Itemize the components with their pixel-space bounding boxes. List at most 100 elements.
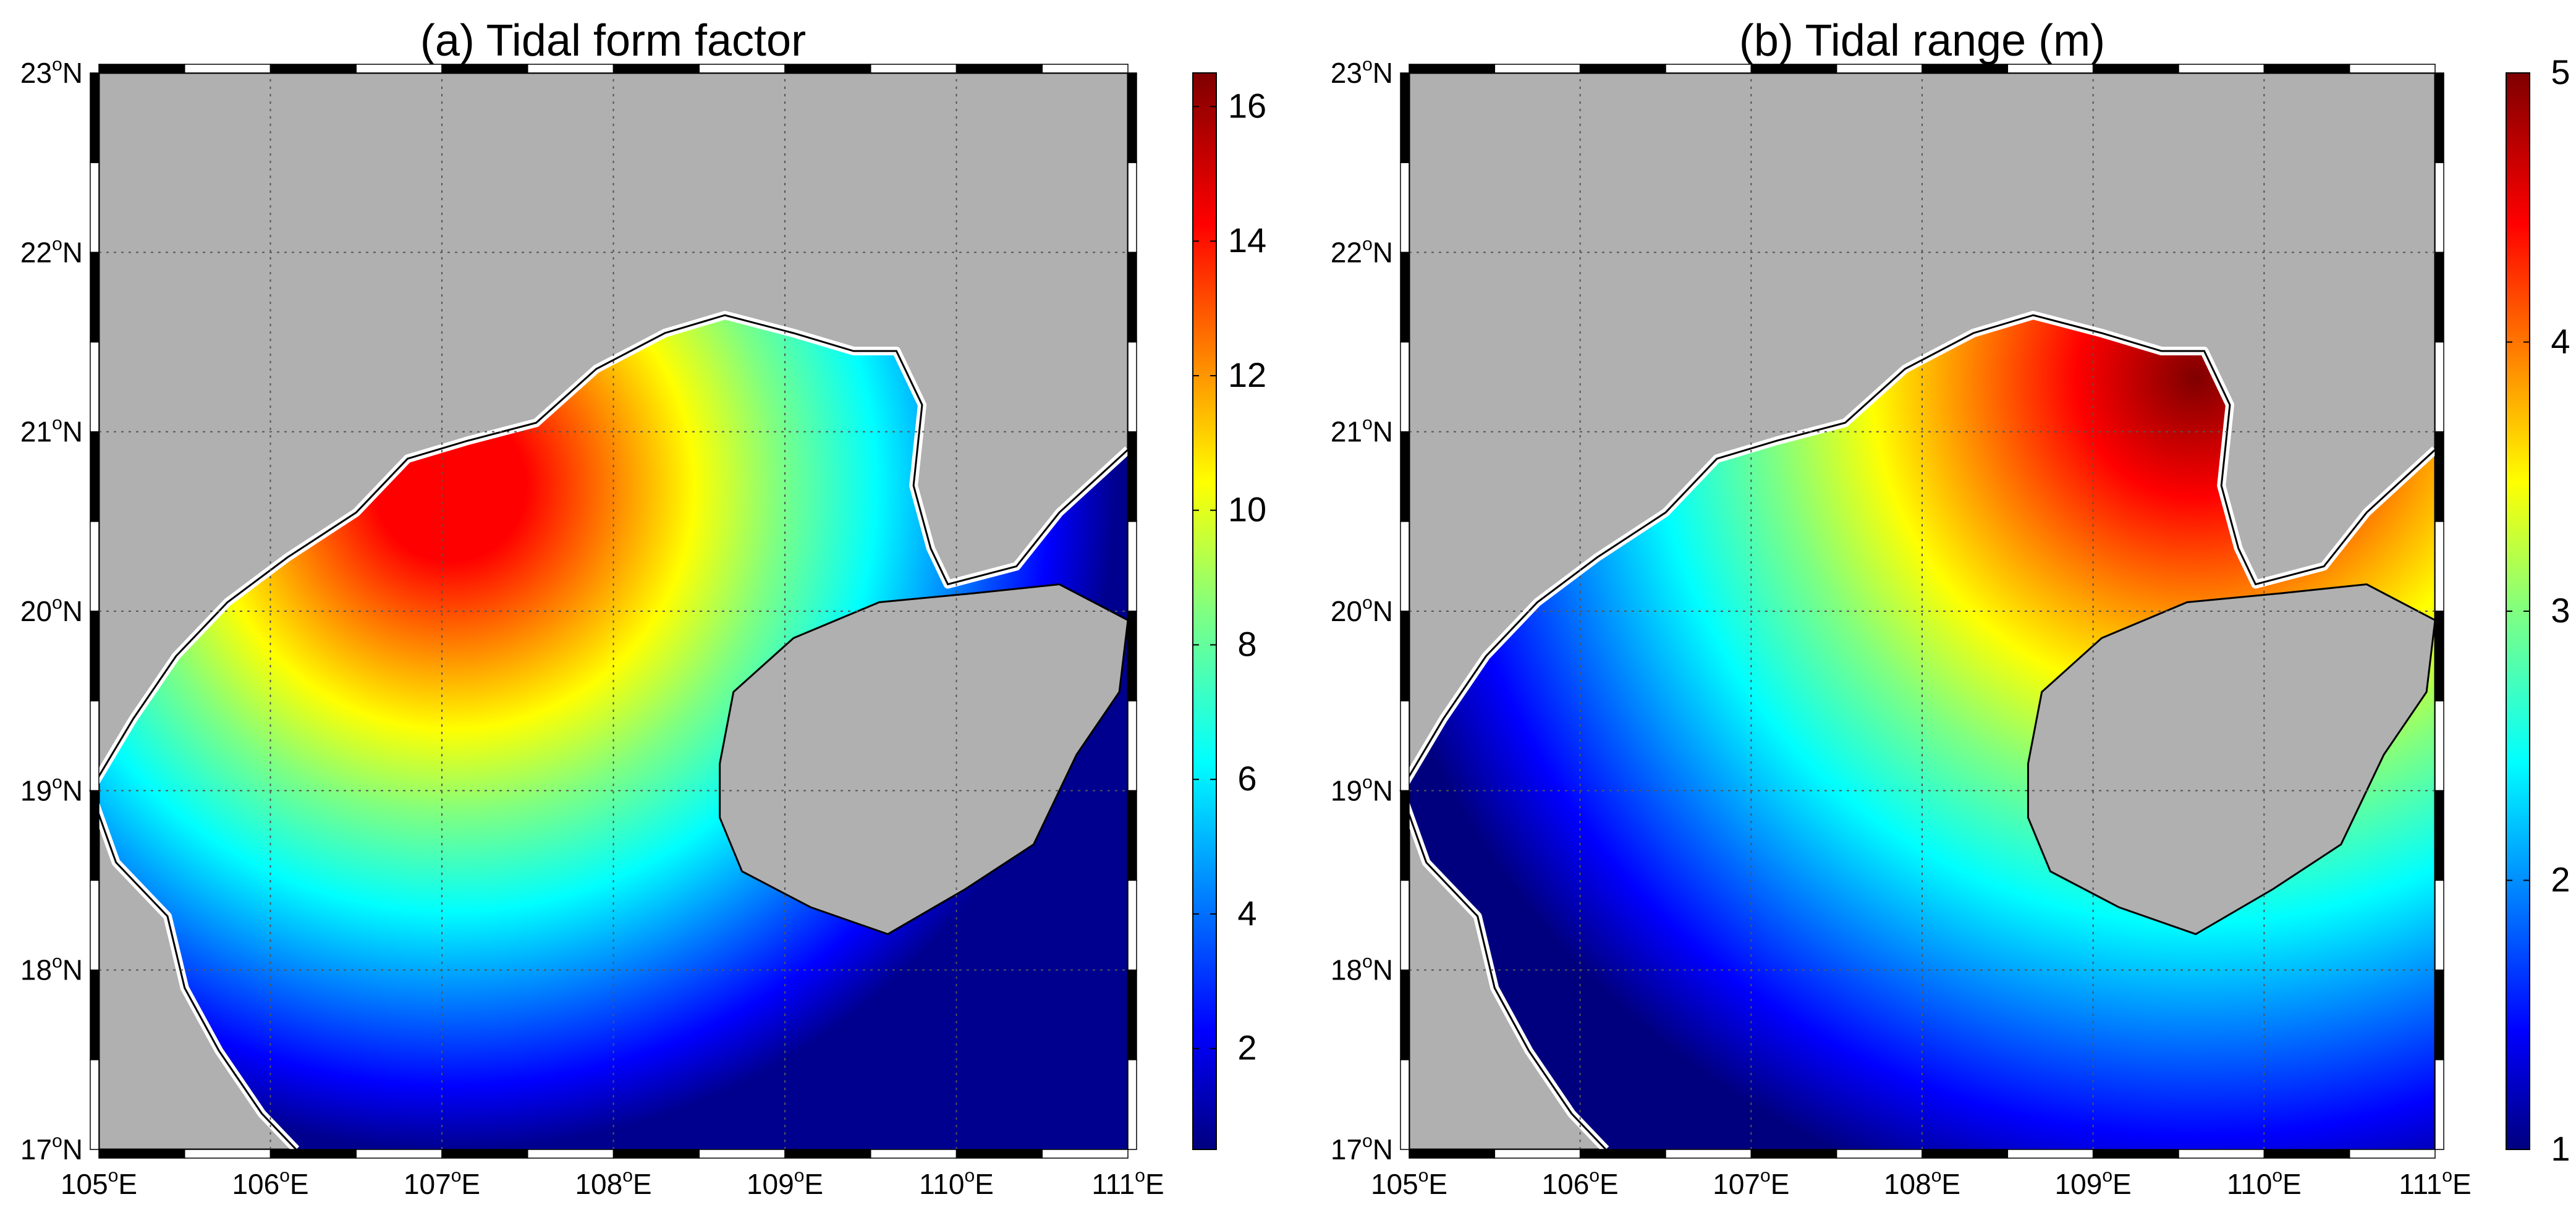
- lon-tick-label: 106oE: [232, 1166, 308, 1200]
- frame-segment: [870, 1149, 957, 1159]
- lat-tick-label: 18oN: [1331, 952, 1393, 986]
- frame-segment: [1400, 879, 1410, 971]
- frame-segment: [1409, 1149, 1496, 1159]
- frame-segment: [698, 64, 786, 74]
- frame-segment: [1127, 790, 1137, 881]
- frame-segment: [1127, 611, 1137, 701]
- lat-tick-label: 18oN: [20, 952, 83, 986]
- frame-segment: [1127, 341, 1137, 433]
- frame-segment: [612, 64, 700, 74]
- frame-segment: [98, 1149, 185, 1159]
- lat-tick-label: 22oN: [20, 234, 83, 268]
- coastline: [89, 314, 1129, 1151]
- frame-segment: [1921, 1149, 2009, 1159]
- frame-segment: [2178, 1149, 2265, 1159]
- frame-segment: [2434, 162, 2444, 253]
- frame-segment: [1127, 969, 1137, 1060]
- lat-tick-label: 19oN: [20, 772, 83, 806]
- lon-tick-label: 107oE: [404, 1166, 480, 1200]
- lon-tick-label: 111oE: [2399, 1166, 2471, 1200]
- panel-b-map: 105oE 106oE 107oE 108oE 109oE 110oE 111oE 17oN 1…: [1331, 54, 2472, 1200]
- frame-segment: [1400, 790, 1410, 881]
- frame-segment: [1750, 64, 1837, 74]
- frame-segment: [90, 700, 100, 792]
- frame-segment: [2434, 700, 2444, 792]
- frame-segment: [1665, 64, 1752, 74]
- frame-segment: [1127, 72, 1137, 163]
- frame-segment: [2349, 64, 2436, 74]
- frame-segment: [90, 162, 100, 253]
- frame-segment: [90, 521, 100, 612]
- frame-segment: [1400, 611, 1410, 701]
- frame-segment: [870, 64, 957, 74]
- frame-segment: [1127, 879, 1137, 971]
- frame-segment: [612, 1149, 700, 1159]
- lon-tick-label: 108oE: [1884, 1166, 1960, 1200]
- frame-segment: [90, 611, 100, 701]
- colorbar-tick-label: 4: [2551, 322, 2570, 361]
- frame-segment: [2434, 879, 2444, 971]
- lat-tick-label: 17oN: [20, 1131, 83, 1166]
- colorbar-tick-label: 5: [2551, 53, 2570, 91]
- map-frame: [90, 64, 1137, 1159]
- colorbar-tick-label: 2: [1237, 1028, 1256, 1067]
- lat-tick-label: 21oN: [20, 413, 83, 448]
- frame-segment: [698, 1149, 786, 1159]
- frame-segment: [1127, 700, 1137, 792]
- frame-segment: [1836, 1149, 1923, 1159]
- frame-segment: [2434, 431, 2444, 522]
- frame-segment: [1400, 252, 1410, 343]
- frame-segment: [1579, 64, 1666, 74]
- panel-b-title: (b) Tidal range (m): [1739, 16, 2105, 66]
- lat-tick-label: 21oN: [1331, 413, 1393, 448]
- lat-tick-label: 23oN: [20, 54, 83, 89]
- frame-segment: [355, 64, 443, 74]
- frame-segment: [1400, 72, 1410, 163]
- frame-segment: [1921, 64, 2009, 74]
- frame-segment: [1127, 431, 1137, 522]
- frame-segment: [1409, 64, 1496, 74]
- frame-segment: [2434, 969, 2444, 1060]
- frame-segment: [1400, 521, 1410, 612]
- frame-segment: [90, 969, 100, 1060]
- lat-tick-label: 17oN: [1331, 1131, 1393, 1166]
- frame-segment: [1494, 64, 1581, 74]
- lon-tick-label: 105oE: [61, 1166, 137, 1200]
- frame-segment: [2007, 64, 2094, 74]
- frame-segment: [527, 1149, 614, 1159]
- frame-segment: [90, 879, 100, 971]
- frame-segment: [184, 1149, 271, 1159]
- colorbar-tick-label: 1: [2551, 1129, 2570, 1168]
- panel-b: (b) Tidal range (m) 105oE 106oE 107oE 108oE…: [1331, 16, 2570, 1200]
- frame-segment: [1494, 1149, 1581, 1159]
- frame-segment: [2092, 1149, 2179, 1159]
- frame-segment: [955, 64, 1043, 74]
- panel-a-title: (a) Tidal form factor: [420, 16, 806, 66]
- lat-tick-label: 19oN: [1331, 772, 1393, 806]
- frame-segment: [1750, 1149, 1837, 1159]
- frame-segment: [1127, 521, 1137, 612]
- frame-segment: [90, 252, 100, 343]
- frame-segment: [1400, 1059, 1410, 1150]
- frame-segment: [784, 1149, 871, 1159]
- frame-segment: [1127, 1059, 1137, 1150]
- lon-tick-label: 110oE: [919, 1166, 994, 1200]
- colorbar-tick-label: 3: [2551, 591, 2570, 630]
- panel-a-colorbar: 2 4 6 8 10 12 14 16: [1192, 72, 1266, 1150]
- frame-segment: [90, 72, 100, 163]
- frame-segment: [2434, 790, 2444, 881]
- lon-tick-label: 107oE: [1713, 1166, 1789, 1200]
- frame-segment: [2178, 64, 2265, 74]
- frame-segment: [2263, 1149, 2350, 1159]
- frame-segment: [2263, 64, 2350, 74]
- frame-segment: [2434, 72, 2444, 163]
- frame-segment: [1127, 252, 1137, 343]
- lon-tick-label: 109oE: [2055, 1166, 2132, 1200]
- frame-segment: [2434, 341, 2444, 433]
- frame-segment: [1041, 1149, 1129, 1159]
- colorbar-tick-label: 10: [1228, 490, 1266, 529]
- frame-segment: [184, 64, 271, 74]
- lon-tick-label: 106oE: [1542, 1166, 1619, 1200]
